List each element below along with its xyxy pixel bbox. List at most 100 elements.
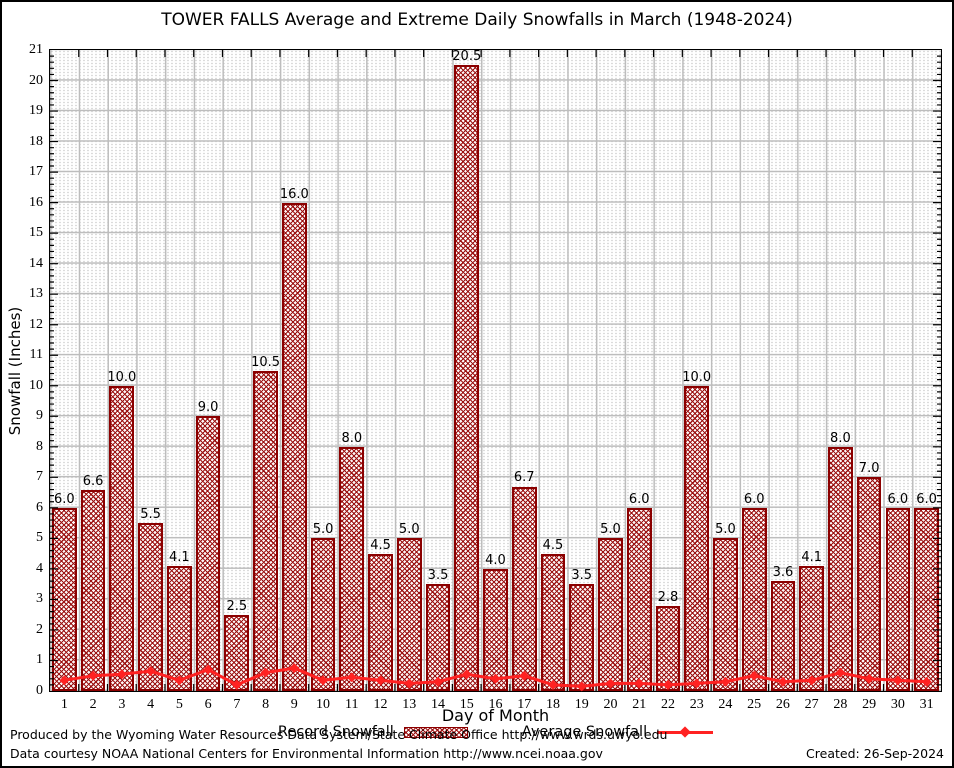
record-snowfall-bar <box>310 538 336 691</box>
record-snowfall-bar <box>80 489 106 691</box>
bar-value-label: 3.5 <box>427 568 449 584</box>
x-tick-label: 10 <box>316 697 331 712</box>
y-tick-label: 21 <box>29 42 43 57</box>
record-snowfall-bar <box>454 65 480 691</box>
record-snowfall-bar <box>770 581 796 691</box>
y-tick-label: 13 <box>29 286 43 302</box>
bar-value-label: 8.0 <box>341 430 363 446</box>
legend-average-label: Average Snowfall <box>521 724 648 740</box>
average-snowfall-point <box>892 675 903 686</box>
y-tick-label: 4 <box>36 560 43 576</box>
legend-item-record: Record Snowfall <box>278 724 468 740</box>
average-snowfall-point <box>203 664 214 675</box>
footer-data-courtesy: Data courtesy NOAA National Centers for … <box>10 746 603 761</box>
x-tick-label: 13 <box>402 697 417 712</box>
bar-value-label: 9.0 <box>197 400 219 416</box>
average-snowfall-point <box>777 676 788 687</box>
plot-area: 6.0 6.6 10.0 5.5 4.1 9.0 2.5 10.5 16.0 5.0 8.0 4.5 5… <box>49 49 942 692</box>
bar-value-label: 10.5 <box>251 354 281 370</box>
record-snowfall-bar <box>569 584 595 691</box>
record-snowfall-bar <box>713 538 738 691</box>
bar-value-label: 6.7 <box>513 470 535 486</box>
record-snowfall-bar <box>540 553 566 691</box>
average-snowfall-point <box>634 678 645 689</box>
y-tick-label: 0 <box>36 683 43 698</box>
legend: Record Snowfall Average Snowfall <box>49 724 942 740</box>
x-tick-label: 14 <box>431 697 446 712</box>
y-tick-label: 20 <box>29 72 43 88</box>
bar-value-label: 6.0 <box>887 491 909 507</box>
average-snowfall-line-icon <box>657 730 714 734</box>
bar-value-label: 10.0 <box>682 369 712 385</box>
y-tick-label: 8 <box>36 438 43 454</box>
x-tick-label: 8 <box>262 697 270 712</box>
x-tick-label: 2 <box>89 697 97 712</box>
x-tick-label: 25 <box>747 697 762 712</box>
y-tick-label: 18 <box>29 133 43 149</box>
y-tick-label: 1 <box>36 652 43 668</box>
bar-value-label: 20.5 <box>452 49 482 65</box>
record-snowfall-bar <box>885 507 911 691</box>
bars-layer <box>50 50 941 691</box>
record-snowfall-bar <box>138 523 163 691</box>
record-snowfall-bar <box>511 486 537 691</box>
y-tick-label: 10 <box>29 377 43 393</box>
y-tick-label: 16 <box>29 194 43 210</box>
bar-value-label: 5.5 <box>140 507 161 523</box>
record-snowfall-bar <box>281 202 307 691</box>
x-tick-label: 19 <box>574 697 589 712</box>
x-tick-label: 12 <box>373 697 388 712</box>
y-tick-label: 15 <box>29 225 43 241</box>
record-snowfall-bar <box>368 553 393 691</box>
record-snowfall-bar <box>856 477 882 691</box>
record-snowfall-bar <box>396 538 422 691</box>
bar-value-label: 5.0 <box>715 522 736 538</box>
average-snowfall-point <box>864 673 875 684</box>
x-tick-label: 30 <box>890 697 905 712</box>
x-tick-label: 22 <box>660 697 675 712</box>
y-tick-label: 5 <box>36 530 43 546</box>
bar-value-label: 6.0 <box>743 491 765 507</box>
average-snowfall-point <box>461 669 472 680</box>
bar-value-label: 16.0 <box>279 186 309 202</box>
bar-value-label: 4.0 <box>485 552 506 568</box>
x-tick-label: 21 <box>632 697 647 712</box>
x-axis-title: Day of Month <box>441 706 550 725</box>
x-tick-label: 6 <box>204 697 212 712</box>
y-tick-label: 12 <box>29 316 43 332</box>
average-snowfall-point <box>490 673 501 684</box>
record-snowfall-bar <box>224 614 250 691</box>
record-snowfall-bar <box>828 446 853 691</box>
record-snowfall-bar <box>626 507 652 691</box>
record-snowfall-bar <box>741 507 767 691</box>
y-tick-label: 11 <box>29 347 43 363</box>
average-snowfall-point <box>806 675 817 686</box>
bar-value-label: 5.0 <box>312 522 334 538</box>
bar-value-label: 8.0 <box>830 430 851 446</box>
average-snowfall-point <box>59 675 70 686</box>
bar-value-label: 3.5 <box>571 568 593 584</box>
x-tick-label: 4 <box>147 697 155 712</box>
y-tick-label: 3 <box>36 591 43 607</box>
average-snowfall-point <box>318 675 329 686</box>
legend-record-label: Record Snowfall <box>277 724 394 740</box>
x-tick-label: 20 <box>603 697 618 712</box>
x-tick-label: 5 <box>175 697 183 712</box>
bar-value-label: 6.6 <box>82 473 104 489</box>
x-tick-label: 1 <box>60 697 68 712</box>
y-tick-label: 14 <box>29 255 43 271</box>
x-tick-label: 24 <box>718 697 733 712</box>
average-snowfall-point <box>720 676 731 687</box>
average-snowfall-point <box>835 667 846 678</box>
average-snowfall-point <box>116 669 127 680</box>
record-snowfall-bar <box>799 565 824 691</box>
average-line-layer <box>50 50 941 692</box>
average-snowfall-point <box>691 678 702 689</box>
average-snowfall-point <box>289 663 300 674</box>
x-tick-label: 7 <box>233 697 241 712</box>
record-snowfall-bar <box>166 565 192 691</box>
bar-value-label: 2.8 <box>657 589 679 605</box>
x-tick-label: 15 <box>459 697 474 712</box>
bar-value-label: 5.0 <box>398 522 420 538</box>
x-tick-label: 27 <box>804 697 819 712</box>
